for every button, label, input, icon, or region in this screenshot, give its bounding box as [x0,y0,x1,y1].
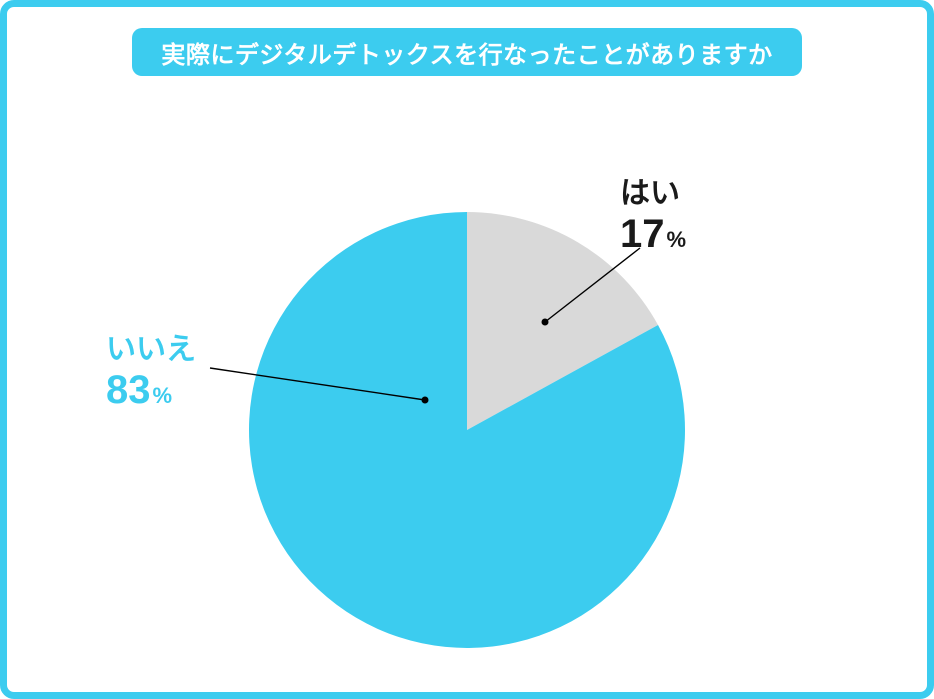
callout-yes-value: 17 [620,212,665,257]
callout-no: いいえ 83% [106,324,196,413]
callout-no-label: いいえ [106,324,196,368]
callout-yes-percent: % [667,227,687,253]
callout-yes: はい 17% [620,168,686,257]
callout-no-value: 83 [106,368,151,413]
callout-yes-label: はい [620,168,686,212]
callout-no-percent: % [153,383,173,409]
